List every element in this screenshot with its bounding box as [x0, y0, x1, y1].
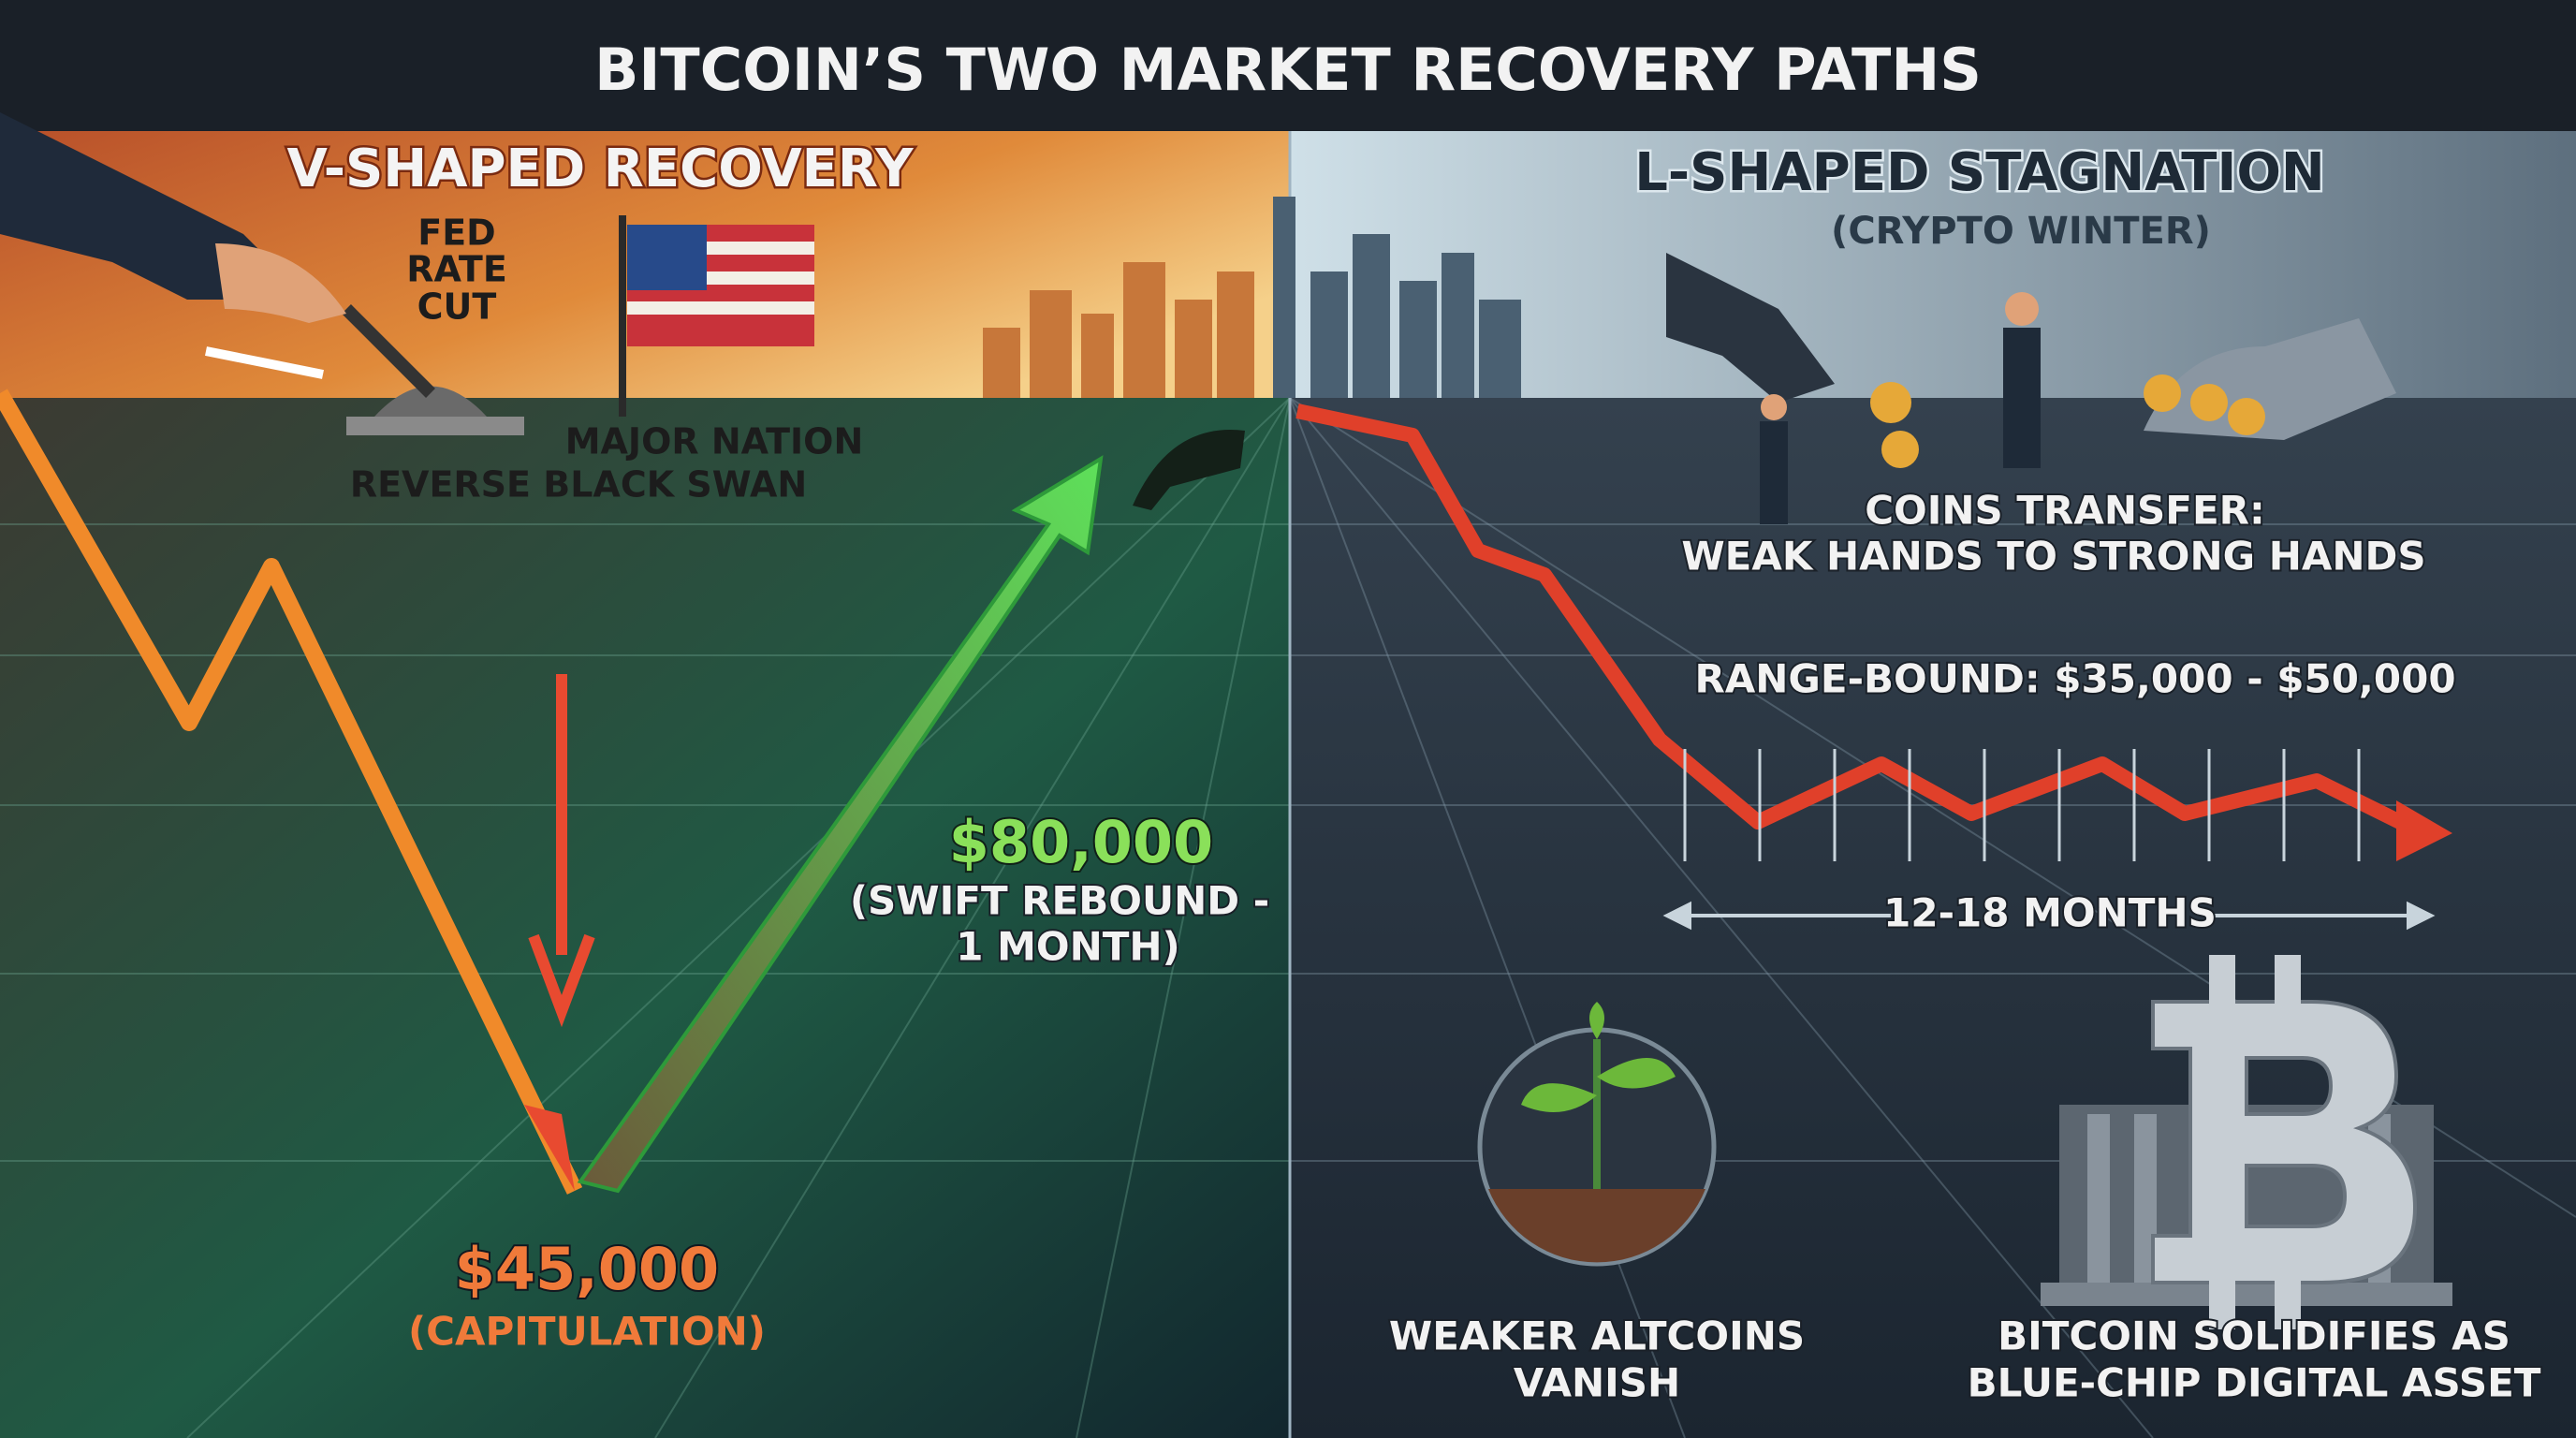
- catalyst-line: FED: [417, 213, 495, 254]
- range-ticks: [1683, 749, 2361, 861]
- left-heading: V-SHAPED RECOVERY: [286, 139, 915, 199]
- right-subheading: (CRYPTO WINTER): [1831, 210, 2211, 253]
- target-note: (SWIFT REBOUND -: [850, 878, 1269, 924]
- skyline-left: [983, 262, 1254, 398]
- lever: [0, 112, 524, 435]
- bottom-note: (CAPITULATION): [408, 1309, 766, 1355]
- right-heading: L-SHAPED STAGNATION: [1634, 142, 2325, 203]
- falling-line: [0, 389, 583, 1195]
- bottom-price: $45,000: [455, 1235, 719, 1303]
- down-arrow: [528, 674, 595, 1028]
- sprout-icon: [1477, 1002, 1717, 1267]
- title: BITCOIN’S TWO MARKET RECOVERY PATHS: [594, 36, 1982, 104]
- bitcoin-line: BITCOIN SOLIDIFIES AS: [1998, 1313, 2510, 1359]
- left-floor: [0, 398, 1290, 1438]
- coin-transfer-art: [1666, 253, 2396, 524]
- bitcoin-line: BLUE-CHIP DIGITAL ASSET: [1968, 1360, 2541, 1406]
- stagnation-line: [1295, 404, 2419, 837]
- rebound-arrow: [577, 455, 1104, 1194]
- stagnation-arrowhead: [2396, 800, 2452, 861]
- duration-arrow: [1662, 901, 2436, 931]
- title-band: [0, 0, 2576, 131]
- bitcoin-monument: [2041, 955, 2452, 1329]
- flag: [619, 215, 814, 417]
- catalyst-line: RATE: [406, 249, 507, 290]
- target-note: 1 MONTH): [956, 924, 1180, 970]
- transfer-line: WEAK HANDS TO STRONG HANDS: [1681, 534, 2425, 580]
- catalyst-line: CUT: [417, 286, 497, 328]
- catalyst-line: REVERSE BLACK SWAN: [350, 464, 807, 506]
- altcoins-line: VANISH: [1514, 1360, 1680, 1406]
- transfer-line: COINS TRANSFER:: [1865, 488, 2265, 534]
- target-price: $80,000: [949, 808, 1213, 876]
- range-label: RANGE-BOUND: $35,000 - $50,000: [1694, 656, 2455, 702]
- duration-label: 12-18 MONTHS: [1883, 890, 2217, 936]
- bull: [1133, 430, 1245, 510]
- catalyst-line: MAJOR NATION: [565, 421, 864, 462]
- skyline-right: [1273, 197, 1521, 398]
- down-arrowhead: [524, 1105, 575, 1191]
- altcoins-line: WEAKER ALTCOINS: [1389, 1313, 1805, 1359]
